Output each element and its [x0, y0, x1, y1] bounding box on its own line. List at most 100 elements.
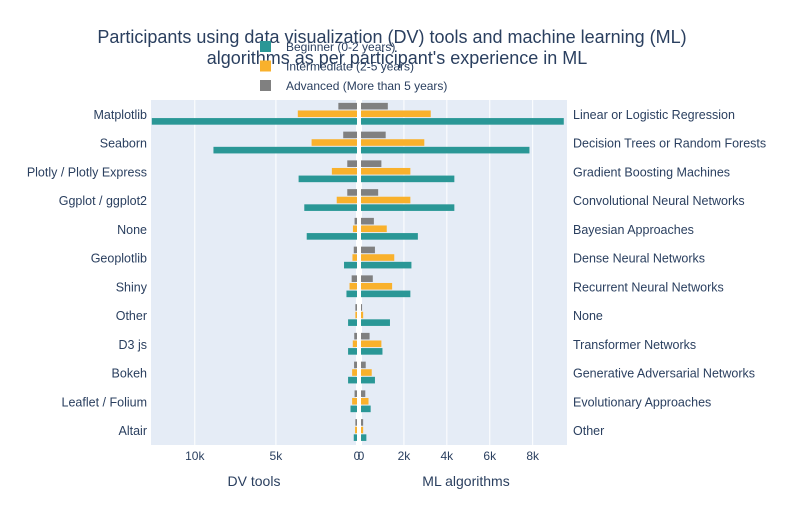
bar-ml-8-0[interactable] — [361, 332, 370, 340]
bar-ml-4-1[interactable] — [361, 225, 387, 233]
bar-ml-10-0[interactable] — [361, 390, 366, 397]
bar-ml-7-2[interactable] — [361, 319, 390, 326]
bar-ml-6-2[interactable] — [361, 290, 411, 298]
x-axis-title-ml: ML algorithms — [422, 473, 509, 489]
category-label-dv-9: Bokeh — [112, 367, 147, 381]
bar-dv-3-0[interactable] — [347, 189, 357, 196]
bar-ml-8-2[interactable] — [361, 348, 383, 355]
bar-dv-7-0[interactable] — [355, 304, 357, 311]
bar-ml-11-1[interactable] — [361, 426, 364, 434]
legend: Beginner (0-2 years) Intermediate (2-5 ye… — [260, 40, 447, 93]
bar-dv-7-2[interactable] — [348, 319, 357, 326]
bar-dv-2-1[interactable] — [331, 167, 357, 175]
bar-ml-11-0[interactable] — [361, 419, 364, 426]
bar-dv-10-2[interactable] — [350, 405, 357, 413]
bar-ml-4-0[interactable] — [361, 217, 374, 225]
bar-ml-9-1[interactable] — [361, 369, 372, 376]
bar-dv-4-2[interactable] — [306, 233, 357, 240]
bar-ml-2-1[interactable] — [361, 167, 411, 175]
bar-ml-0-0[interactable] — [361, 102, 388, 110]
bar-ml-5-2[interactable] — [361, 261, 412, 269]
bar-ml-5-1[interactable] — [361, 254, 395, 261]
bar-dv-5-1[interactable] — [352, 254, 357, 261]
category-label-ml-9: Generative Adversarial Networks — [573, 367, 755, 381]
legend-swatch-2[interactable] — [260, 80, 271, 91]
bar-dv-4-1[interactable] — [352, 225, 357, 233]
x-axis-title-dv: DV tools — [228, 473, 281, 489]
category-label-ml-7: None — [573, 309, 603, 323]
bar-dv-1-2[interactable] — [213, 146, 357, 154]
bar-ml-3-0[interactable] — [361, 189, 379, 196]
category-label-ml-11: Other — [573, 424, 604, 438]
bar-dv-3-1[interactable] — [336, 196, 357, 204]
category-label-ml-0: Linear or Logistic Regression — [573, 108, 735, 122]
category-label-ml-10: Evolutionary Approaches — [573, 395, 711, 409]
bar-dv-11-2[interactable] — [353, 434, 357, 441]
legend-label-0[interactable]: Beginner (0-2 years) — [286, 40, 395, 54]
bar-ml-0-2[interactable] — [361, 118, 564, 125]
bar-ml-9-2[interactable] — [361, 376, 375, 384]
bar-dv-0-2[interactable] — [151, 118, 357, 125]
bar-ml-11-2[interactable] — [361, 434, 367, 441]
bar-ml-1-1[interactable] — [361, 139, 425, 146]
bar-ml-8-1[interactable] — [361, 340, 382, 348]
bar-dv-6-2[interactable] — [346, 290, 357, 298]
bar-ml-6-1[interactable] — [361, 282, 393, 290]
category-label-dv-2: Plotly / Plotly Express — [27, 165, 147, 179]
bar-dv-10-0[interactable] — [354, 390, 357, 397]
bar-dv-0-0[interactable] — [338, 102, 357, 110]
legend-label-1[interactable]: Intermediate (2-5 years) — [286, 60, 414, 74]
bar-dv-10-1[interactable] — [352, 397, 357, 405]
bar-dv-7-1[interactable] — [355, 311, 357, 319]
bar-ml-0-1[interactable] — [361, 110, 431, 118]
bar-dv-9-0[interactable] — [354, 361, 357, 369]
bar-dv-0-1[interactable] — [297, 110, 357, 118]
bar-dv-2-0[interactable] — [347, 160, 357, 167]
chart-title-line-1: Participants using data visualization (D… — [97, 27, 686, 47]
category-label-dv-7: Other — [116, 309, 147, 323]
bar-ml-1-2[interactable] — [361, 146, 530, 154]
bar-dv-9-2[interactable] — [348, 376, 357, 384]
bar-dv-11-0[interactable] — [355, 419, 357, 426]
tick-label-dv-2: 0 — [354, 449, 361, 463]
bar-ml-3-1[interactable] — [361, 196, 411, 204]
bar-ml-1-0[interactable] — [361, 131, 386, 139]
bar-ml-2-0[interactable] — [361, 160, 382, 167]
bar-dv-8-2[interactable] — [348, 348, 357, 355]
bar-ml-10-1[interactable] — [361, 397, 369, 405]
tick-label-dv-1: 5k — [270, 449, 284, 463]
bar-ml-9-0[interactable] — [361, 361, 366, 369]
bar-ml-4-2[interactable] — [361, 233, 418, 240]
bar-dv-5-0[interactable] — [353, 246, 357, 254]
bar-dv-6-1[interactable] — [349, 282, 357, 290]
bar-dv-5-2[interactable] — [344, 261, 357, 269]
category-label-dv-1: Seaborn — [100, 137, 147, 151]
bar-ml-10-2[interactable] — [361, 405, 371, 413]
bar-dv-8-1[interactable] — [352, 340, 357, 348]
bar-dv-9-1[interactable] — [352, 369, 357, 376]
bar-dv-11-1[interactable] — [355, 426, 357, 434]
bar-dv-3-2[interactable] — [304, 204, 357, 211]
bar-dv-6-0[interactable] — [351, 275, 357, 282]
tick-label-ml-0: 0 — [358, 449, 365, 463]
category-label-ml-1: Decision Trees or Random Forests — [573, 137, 766, 151]
legend-label-2[interactable]: Advanced (More than 5 years) — [286, 79, 447, 93]
bar-dv-1-0[interactable] — [343, 131, 357, 139]
tick-label-ml-2: 4k — [440, 449, 454, 463]
category-label-ml-5: Dense Neural Networks — [573, 252, 705, 266]
bar-ml-3-2[interactable] — [361, 204, 455, 211]
bar-ml-7-0[interactable] — [361, 304, 363, 311]
bar-ml-6-0[interactable] — [361, 275, 373, 282]
chart-title-line-2: algorithms as per participant's experien… — [207, 48, 588, 68]
bar-ml-5-0[interactable] — [361, 246, 375, 254]
bar-dv-1-1[interactable] — [311, 139, 357, 146]
bar-ml-2-2[interactable] — [361, 175, 455, 183]
legend-swatch-1[interactable] — [260, 60, 271, 72]
bar-ml-7-1[interactable] — [361, 311, 364, 319]
bar-dv-2-2[interactable] — [298, 175, 357, 183]
legend-swatch-0[interactable] — [260, 41, 271, 52]
category-label-dv-10: Leaflet / Folium — [62, 395, 147, 409]
bar-dv-4-0[interactable] — [354, 217, 357, 225]
bar-dv-8-0[interactable] — [354, 332, 357, 340]
category-label-ml-2: Gradient Boosting Machines — [573, 165, 730, 179]
